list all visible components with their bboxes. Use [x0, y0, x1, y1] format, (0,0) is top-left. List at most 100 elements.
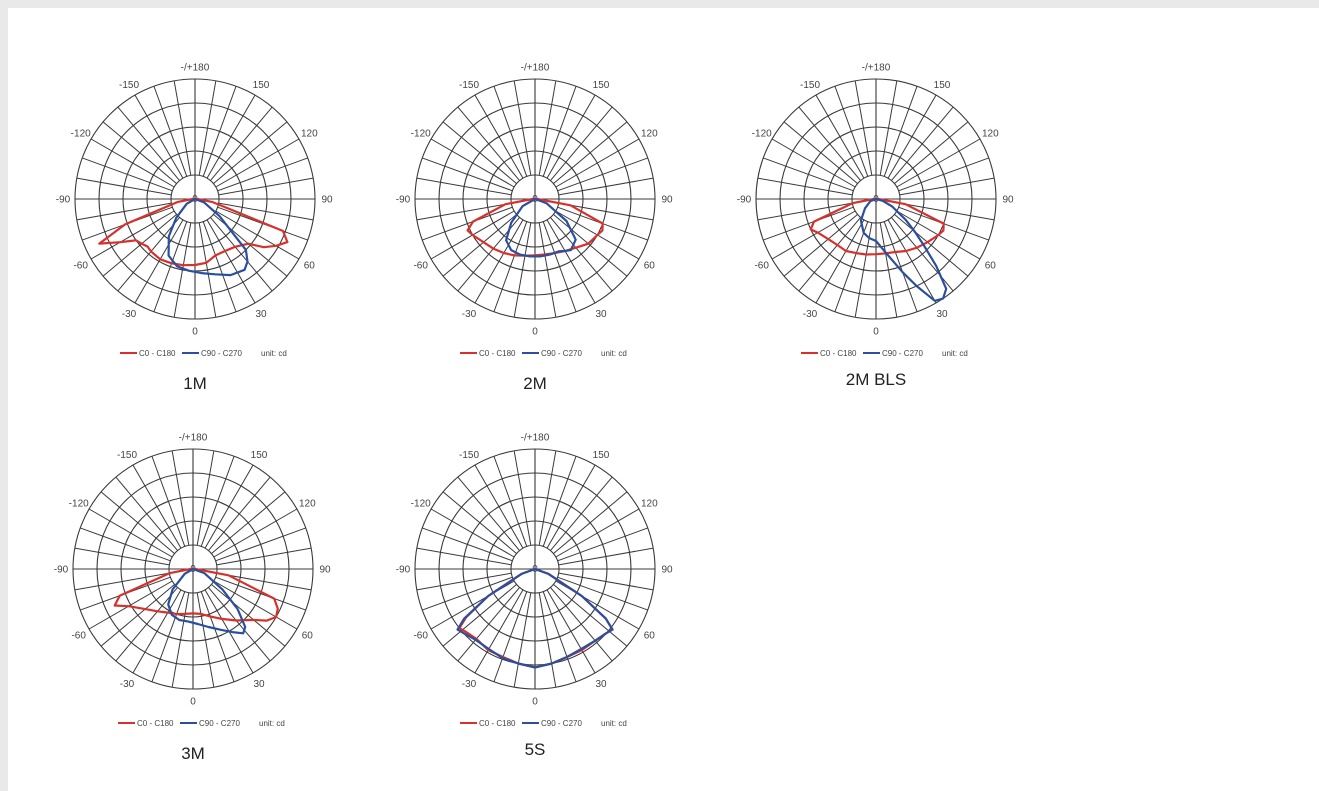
grid-spoke [210, 106, 273, 181]
angle-label: 30 [253, 679, 265, 690]
grid-spoke [883, 221, 918, 312]
angle-label: 90 [661, 565, 673, 576]
grid-spoke [102, 121, 177, 184]
angle-label: -30 [462, 679, 477, 690]
angle-label: -30 [122, 309, 137, 320]
angle-label: -120 [69, 499, 89, 510]
grid-spoke [213, 508, 298, 558]
grid-spoke [442, 491, 517, 554]
angle-label: -150 [459, 450, 479, 461]
grid-spoke [216, 547, 312, 566]
legend-label-c0-c180: C0 - C180 [820, 349, 857, 358]
angle-label: 60 [302, 631, 314, 642]
polar-chart-2m-bls: -/+180 150 120 90 60 30 0 -30 -60 -90 -120 -150 0 C0 … [737, 56, 1014, 396]
grid-spoke [550, 217, 613, 292]
grid-spoke [202, 221, 237, 312]
angle-label: -30 [462, 309, 477, 320]
grid-spoke [879, 80, 898, 176]
grid-spoke [115, 587, 178, 662]
angle-label: -90 [737, 195, 752, 206]
legend-label-c90-c270: C90 - C270 [882, 349, 923, 358]
grid-spoke [422, 527, 513, 562]
grid-spoke [894, 121, 969, 184]
grid-spoke [474, 589, 524, 674]
angle-label: -/+180 [179, 433, 208, 444]
grid-spoke [218, 177, 314, 196]
angle-label: 0 [192, 327, 198, 338]
grid-spoke [879, 222, 898, 318]
grid-spoke [763, 206, 854, 241]
grid-spoke [90, 210, 175, 260]
grid-spoke [134, 219, 184, 304]
angle-label: 30 [936, 309, 948, 320]
grid-spoke [513, 80, 532, 176]
polar-chart-1m: -/+180 150 120 90 60 30 0 -30 -60 -90 -120 -150 0 C0 … [56, 56, 333, 396]
grid-spoke [215, 210, 300, 260]
grid-spoke [493, 456, 528, 547]
grid-spoke [442, 214, 517, 277]
angle-label: 90 [319, 565, 331, 576]
angle-label: 0 [873, 327, 879, 338]
angle-label: 60 [985, 261, 997, 272]
grid-spoke [815, 219, 865, 304]
grid-spoke [100, 491, 175, 554]
polar-chart-3m: -/+180 150 120 90 60 30 0 -30 -60 -90 -120 -150 0 C0 … [54, 426, 331, 766]
grid-spoke [558, 547, 654, 566]
grid-spoke [80, 527, 171, 562]
chart-title: 2M [523, 374, 547, 393]
angle-label: -30 [120, 679, 135, 690]
grid-spoke [416, 202, 512, 221]
legend-unit-label: unit: cd [601, 719, 627, 728]
angle-label: -90 [396, 195, 411, 206]
legend-label-c90-c270: C90 - C270 [201, 349, 242, 358]
grid-spoke [132, 464, 182, 549]
grid-spoke [134, 94, 184, 179]
grid-spoke [899, 177, 995, 196]
grid-spoke [557, 576, 648, 611]
grid-spoke [553, 121, 628, 184]
angle-label: 60 [304, 261, 316, 272]
grid-spoke [430, 138, 515, 188]
angle-label: 30 [595, 309, 607, 320]
angle-label: 120 [641, 499, 658, 510]
angle-label: 150 [593, 450, 610, 461]
angle-label: -60 [413, 261, 428, 272]
angle-label: 120 [299, 499, 316, 510]
grid-spoke [887, 219, 937, 304]
angle-label: 30 [255, 309, 267, 320]
legend-unit-label: unit: cd [259, 719, 285, 728]
grid-spoke [542, 456, 577, 547]
grid-spoke [422, 576, 513, 611]
grid-spoke [546, 219, 596, 304]
grid-spoke [173, 80, 192, 176]
grid-spoke [100, 584, 175, 647]
grid-spoke [474, 219, 524, 304]
series-c90-c270-curve [859, 197, 948, 302]
polar-plot: -/+1801501209060300-30-60-90-120-1500C0 … [396, 433, 673, 729]
grid-spoke [210, 217, 273, 292]
grid-spoke [898, 157, 989, 192]
grid-spoke [834, 221, 869, 312]
grid-spoke [899, 202, 995, 221]
grid-spoke [153, 86, 188, 177]
grid-spoke [200, 591, 235, 682]
grid-spoke [558, 202, 654, 221]
grid-spoke [538, 450, 557, 546]
grid-spoke [783, 121, 858, 184]
grid-spoke [211, 491, 286, 554]
grid-spoke [430, 508, 515, 558]
grid-spoke [783, 214, 858, 277]
legend-label-c0-c180: C0 - C180 [479, 719, 516, 728]
grid-spoke [202, 86, 237, 177]
grid-spoke [204, 464, 254, 549]
grid-spoke [442, 584, 517, 647]
grid-spoke [422, 206, 513, 241]
grid-spoke [896, 138, 981, 188]
grid-spoke [102, 214, 177, 277]
grid-spoke [513, 222, 532, 318]
grid-spoke [153, 221, 188, 312]
grid-spoke [217, 157, 308, 192]
grid-spoke [550, 106, 613, 181]
grid-spoke [474, 94, 524, 179]
grid-spoke [542, 86, 577, 177]
